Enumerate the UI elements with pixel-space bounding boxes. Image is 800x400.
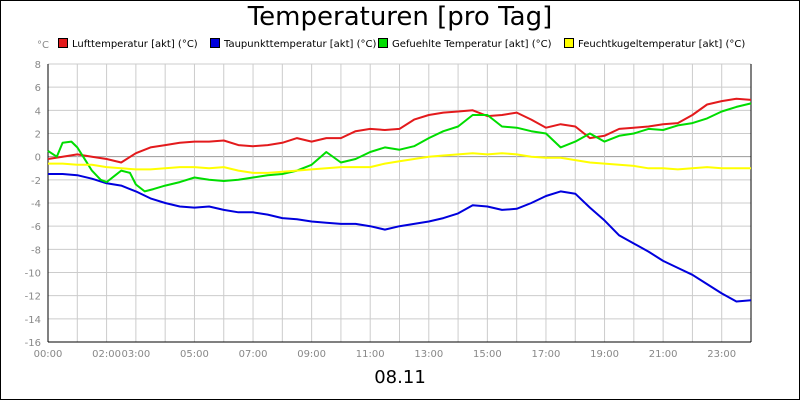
legend-label-gefuehlte-temperatur: Gefuehlte Temperatur [akt] (°C) xyxy=(392,39,552,50)
series-line-2 xyxy=(47,102,752,193)
legend-swatch-lufttemperatur xyxy=(58,38,68,48)
y-tick-label: -8 xyxy=(31,245,41,256)
x-tick-label: 07:00 xyxy=(239,349,268,360)
legend-item-gefuehlte-temperatur: Gefuehlte Temperatur [akt] (°C) xyxy=(378,38,551,50)
series-line-0 xyxy=(47,97,752,164)
y-tick-label: 4 xyxy=(35,106,41,117)
x-tick-label: 13:00 xyxy=(414,349,443,360)
x-tick-label: 02:00 xyxy=(92,349,121,360)
x-tick-label: 15:00 xyxy=(473,349,502,360)
legend-label-taupunkttemperatur: Taupunkttemperatur [akt] (°C) xyxy=(224,39,377,50)
x-axis-caption: 08.11 xyxy=(374,367,426,388)
y-tick-label: -16 xyxy=(25,338,41,349)
y-tick-label: 0 xyxy=(35,153,41,164)
x-tick-label: 00:00 xyxy=(34,349,63,360)
y-axis-unit: °C xyxy=(37,40,49,51)
legend-swatch-feuchtkugeltemperatur xyxy=(564,38,574,48)
y-tick-label: -14 xyxy=(25,315,41,326)
y-tick-label: -10 xyxy=(25,269,41,280)
chart-title: Temperaturen [pro Tag] xyxy=(247,2,553,32)
legend-item-lufttemperatur: Lufttemperatur [akt] (°C) xyxy=(58,38,198,50)
y-tick-label: -12 xyxy=(25,292,41,303)
x-tick-label: 21:00 xyxy=(649,349,678,360)
y-tick-label: -4 xyxy=(31,199,41,210)
x-tick-label: 05:00 xyxy=(180,349,209,360)
y-tick-label: 2 xyxy=(35,130,41,141)
series-line-3 xyxy=(48,152,751,174)
legend-item-feuchtkugeltemperatur: Feuchtkugeltemperatur [akt] (°C) xyxy=(564,38,745,50)
legend-swatch-taupunkttemperatur xyxy=(210,38,220,48)
legend-swatch-gefuehlte-temperatur xyxy=(378,38,388,48)
y-tick-label: 6 xyxy=(35,83,41,94)
x-tick-label: 11:00 xyxy=(356,349,385,360)
y-tick-label: -6 xyxy=(31,222,41,233)
x-tick-label: 19:00 xyxy=(590,349,619,360)
y-tick-label: 8 xyxy=(35,60,41,71)
y-tick-label: -2 xyxy=(31,176,41,187)
legend-label-lufttemperatur: Lufttemperatur [akt] (°C) xyxy=(72,39,198,50)
x-tick-label: 23:00 xyxy=(707,349,736,360)
legend-label-feuchtkugeltemperatur: Feuchtkugeltemperatur [akt] (°C) xyxy=(578,39,746,50)
x-tick-label: 17:00 xyxy=(532,349,561,360)
series-line-1 xyxy=(48,173,752,303)
x-tick-label: 03:00 xyxy=(121,349,150,360)
x-tick-label: 09:00 xyxy=(297,349,326,360)
legend-item-taupunkttemperatur: Taupunkttemperatur [akt] (°C) xyxy=(210,38,376,50)
